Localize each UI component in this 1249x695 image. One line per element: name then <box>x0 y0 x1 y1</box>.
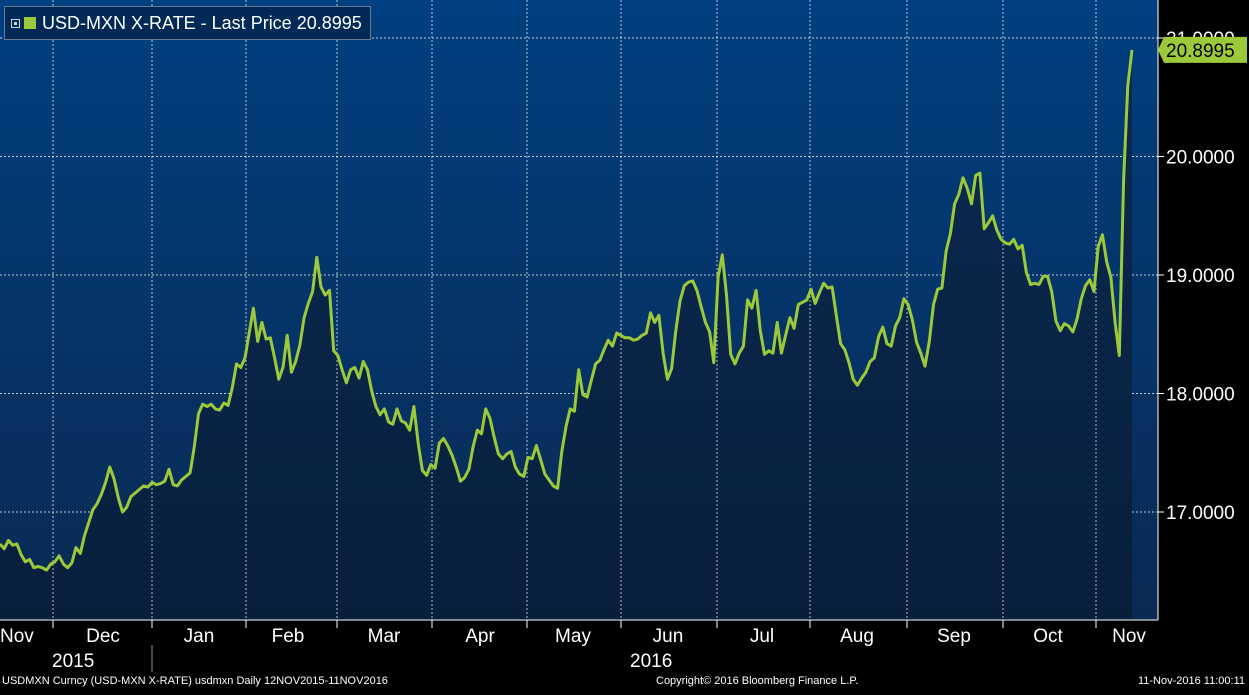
x-year-label: 2015 <box>52 651 94 672</box>
xaxis-background <box>0 620 1249 673</box>
x-tick-label: Oct <box>1033 626 1063 647</box>
y-tick-label: 20.0000 <box>1166 148 1235 169</box>
x-tick-label: May <box>555 626 591 647</box>
last-price-text: 20.8995 <box>1166 41 1235 62</box>
x-tick-label: Nov <box>1112 626 1146 647</box>
x-tick-label: Mar <box>368 626 401 647</box>
x-tick-label: Feb <box>272 626 305 647</box>
footer-timestamp: 11-Nov-2016 11:00:11 <box>1137 675 1245 687</box>
x-tick-label: Sep <box>937 626 971 647</box>
x-year-label: 2016 <box>630 651 672 672</box>
legend-title: USD-MXN X-RATE - Last Price 20.8995 <box>42 12 362 33</box>
y-tick-label: 17.0000 <box>1166 503 1235 524</box>
x-tick-label: Apr <box>465 626 495 647</box>
x-tick-label: Nov <box>0 626 34 647</box>
footer-copyright: Copyright© 2016 Bloomberg Finance L.P. <box>656 675 859 687</box>
x-tick-label: Jan <box>184 626 215 647</box>
series-line <box>0 49 1134 572</box>
x-tick-label: Jun <box>653 626 684 647</box>
footer-security: USDMXN Curncy (USD-MXN X-RATE) usdmxn Da… <box>2 675 388 687</box>
footer: USDMXN Curncy (USD-MXN X-RATE) usdmxn Da… <box>0 673 1249 690</box>
legend-swatch <box>24 17 36 29</box>
vertical-grid <box>52 0 1097 620</box>
y-tick-label: 18.0000 <box>1166 385 1235 406</box>
x-tick-label: Dec <box>86 626 120 647</box>
legend-toggle-icon[interactable] <box>11 18 20 28</box>
x-tick-label: Aug <box>840 626 874 647</box>
area-fill <box>0 49 1132 620</box>
x-tick-label: Jul <box>750 626 774 647</box>
x-axis: Nov Dec Jan Feb Mar Apr May Jun Jul Aug Sep Oct Nov 2… <box>0 619 1158 672</box>
y-tick-label: 19.0000 <box>1166 266 1235 287</box>
last-price-label: 20.8995 <box>1158 36 1247 63</box>
last-price-box <box>1158 36 1247 63</box>
axis-background <box>1158 0 1249 620</box>
legend[interactable]: USD-MXN X-RATE - Last Price 20.8995 <box>4 6 371 40</box>
